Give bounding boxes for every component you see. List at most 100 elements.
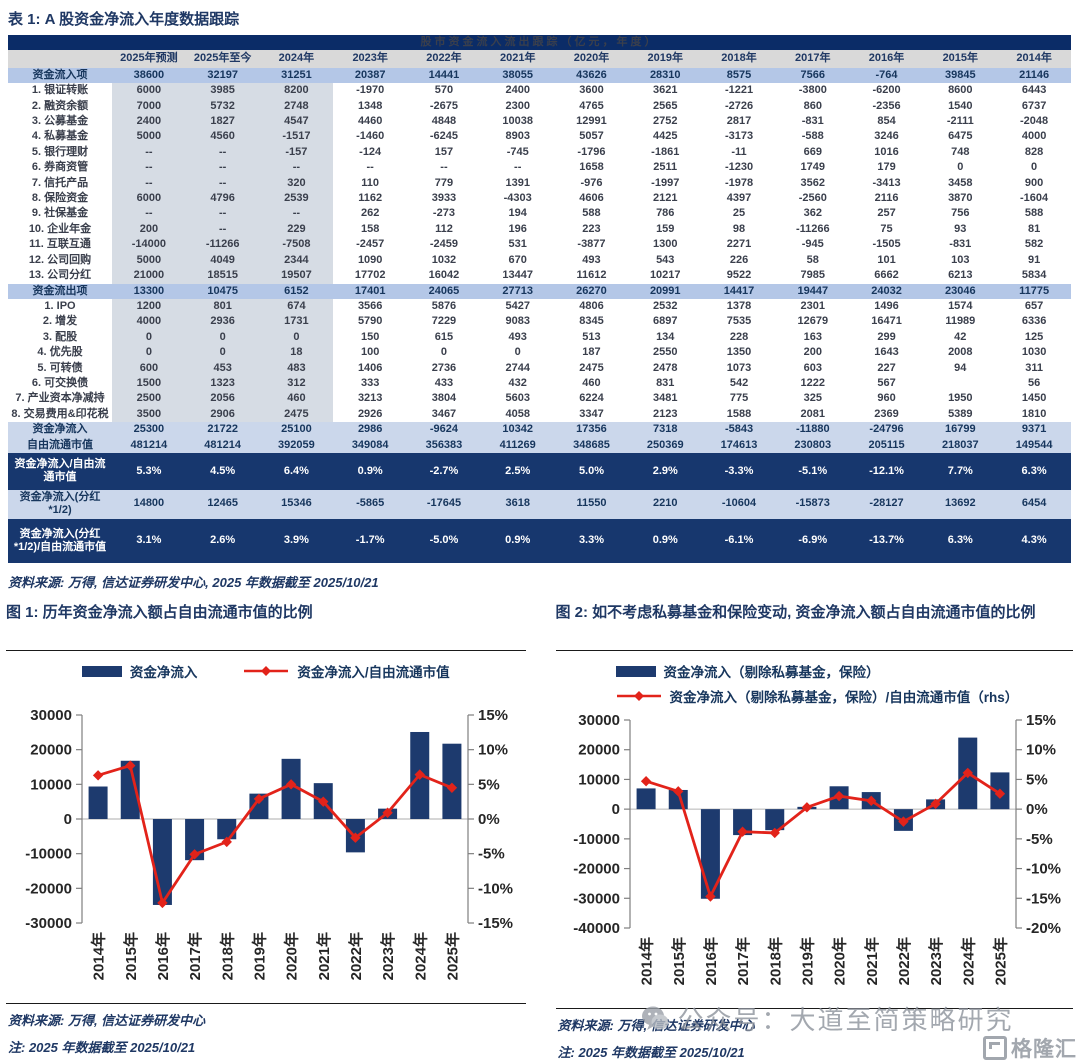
table-cell: 11989: [923, 314, 997, 329]
svg-text:2020年: 2020年: [831, 937, 849, 985]
table-cell: 0: [186, 330, 260, 345]
column-header: 2014年: [997, 50, 1071, 67]
table-cell: 2511: [628, 160, 702, 175]
row-label: 3. 公募基金: [8, 114, 112, 129]
table-cell: 356383: [407, 438, 481, 453]
column-header: 2018年: [702, 50, 776, 67]
table-cell: 0: [112, 345, 186, 360]
table-cell: 786: [628, 206, 702, 221]
svg-text:30000: 30000: [30, 707, 72, 724]
row-label: 6. 券商资管: [8, 160, 112, 175]
table-cell: 2478: [628, 361, 702, 376]
table-cell: 101: [850, 253, 924, 268]
table-cell: 38600: [112, 68, 186, 83]
svg-text:-10%: -10%: [478, 881, 513, 898]
table-cell: 228: [702, 330, 776, 345]
table-cell: 2906: [186, 407, 260, 422]
table-cell: --: [260, 206, 334, 221]
legend-label: 资金净流入（剔除私募基金，保险）/自由流通市值（rhs）: [670, 686, 1019, 706]
table-cell: --: [260, 160, 334, 175]
gelonghui-icon: [983, 1036, 1007, 1060]
table-cell: 19507: [260, 268, 334, 283]
table-cell: 93: [923, 222, 997, 237]
table-cell: -1604: [997, 191, 1071, 206]
table-cell: 125: [997, 330, 1071, 345]
table-cell: 24032: [850, 284, 924, 299]
row-label: 2. 融资余额: [8, 99, 112, 114]
legend-label: 资金净流入/自由流通市值: [297, 661, 449, 681]
table-cell: 860: [776, 99, 850, 114]
svg-text:0%: 0%: [478, 811, 500, 828]
table-cell: 960: [850, 391, 924, 406]
table-cell: 460: [260, 391, 334, 406]
table-cell: 600: [112, 361, 186, 376]
svg-text:10000: 10000: [579, 772, 621, 789]
table-cell: 657: [997, 299, 1071, 314]
table-cell: 9522: [702, 268, 776, 283]
table-cell: 4049: [186, 253, 260, 268]
table-cell: 10038: [481, 114, 555, 129]
table-cell: 2.9%: [628, 453, 702, 490]
row-label: 资金净流入(分红*1/2)/自由流通市值: [8, 519, 112, 564]
table-cell: 100: [333, 345, 407, 360]
table-cell: 7566: [776, 68, 850, 83]
table-cell: 3985: [186, 83, 260, 98]
table-cell: 2550: [628, 345, 702, 360]
row-label: 资金净流入/自由流通市值: [8, 453, 112, 490]
table-cell: 196: [481, 222, 555, 237]
gelonghui-label: 格隆汇: [1011, 1033, 1077, 1063]
table-cell: --: [186, 206, 260, 221]
table-cell: 1500: [112, 376, 186, 391]
table-cell: 748: [923, 145, 997, 160]
table-cell: -6200: [850, 83, 924, 98]
table-cell: 6336: [997, 314, 1071, 329]
table-cell: 16471: [850, 314, 924, 329]
table-cell: 4058: [481, 407, 555, 422]
table-cell: 5732: [186, 99, 260, 114]
table-cell: 325: [776, 391, 850, 406]
svg-text:-40000: -40000: [574, 920, 621, 937]
table-cell: 3246: [850, 129, 924, 144]
row-label: 3. 配股: [8, 330, 112, 345]
svg-text:2023年: 2023年: [927, 937, 945, 985]
table-cell: 0: [112, 330, 186, 345]
column-header: 2015年: [923, 50, 997, 67]
table-cell: 348685: [555, 438, 629, 453]
table-cell: 226: [702, 253, 776, 268]
svg-text:2019年: 2019年: [799, 937, 817, 985]
table-cell: 6897: [628, 314, 702, 329]
table-cell: 3.1%: [112, 519, 186, 564]
table-cell: 10475: [186, 284, 260, 299]
svg-text:2021年: 2021年: [315, 932, 333, 980]
table-cell: 0.9%: [628, 519, 702, 564]
table-cell: 411269: [481, 438, 555, 453]
table-cell: 21000: [112, 268, 186, 283]
table-cell: 311: [997, 361, 1071, 376]
table-cell: -6.9%: [776, 519, 850, 564]
table-cell: 58: [776, 253, 850, 268]
row-label: 4. 私募基金: [8, 129, 112, 144]
svg-text:2020年: 2020年: [282, 932, 300, 980]
table-cell: 570: [407, 83, 481, 98]
svg-text:2015年: 2015年: [122, 932, 140, 980]
table-cell: 17356: [555, 422, 629, 437]
table-title: 股市资金流入流出跟踪（亿元，年度）: [8, 35, 1071, 50]
table-cell: 1030: [997, 345, 1071, 360]
table-cell: 10217: [628, 268, 702, 283]
table-cell: 493: [481, 330, 555, 345]
table-cell: 81: [997, 222, 1071, 237]
table-cell: 25100: [260, 422, 334, 437]
table-cell: 227: [850, 361, 924, 376]
column-header: 2019年: [628, 50, 702, 67]
table-cell: 3467: [407, 407, 481, 422]
table-cell: 56: [997, 376, 1071, 391]
table-cell: 4560: [186, 129, 260, 144]
figure2-source: 资料来源: 万得, 信达证券研发中心: [556, 1009, 1074, 1036]
table-cell: 392059: [260, 438, 334, 453]
